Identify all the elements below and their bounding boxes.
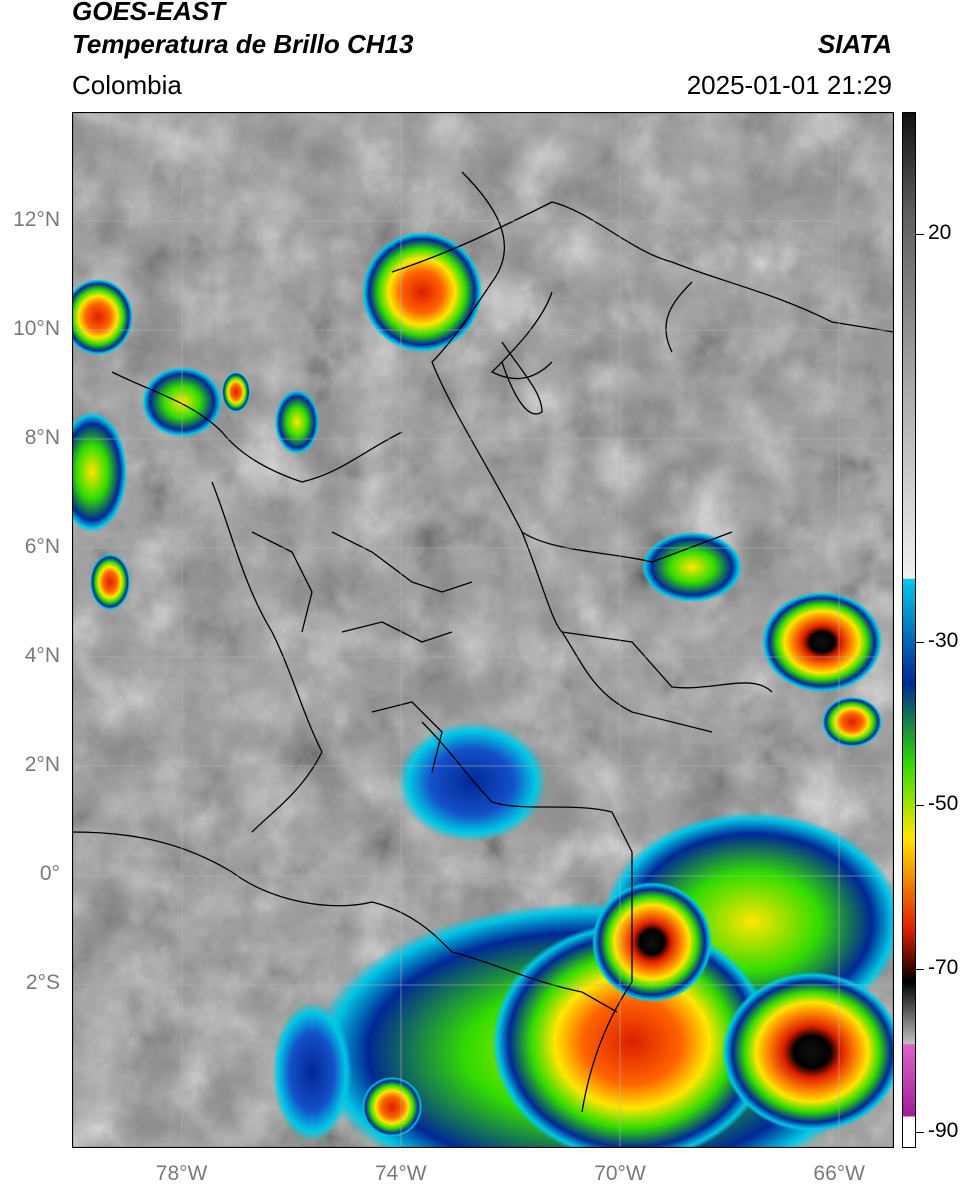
lat-label: 2°S (25, 971, 60, 995)
colorbar-tick (916, 805, 924, 807)
convective-storms (72, 232, 894, 1148)
source-label: SIATA (817, 29, 892, 59)
map-canvas (72, 112, 894, 1148)
colorbar-tick-label: -50 (928, 792, 959, 816)
colorbar-tick (916, 642, 924, 644)
lat-label: 6°N (24, 535, 60, 559)
satellite-map[interactable] (72, 112, 894, 1148)
colorbar-tick (916, 968, 924, 970)
lon-label: 74°W (375, 1162, 427, 1185)
lat-label: 10°N (13, 317, 60, 341)
colorbar-tick-label: -90 (928, 1118, 959, 1142)
lat-label: 12°N (13, 208, 60, 232)
lat-label: 0° (39, 862, 60, 886)
country-borders (72, 171, 894, 1113)
lon-label: 70°W (594, 1162, 646, 1185)
temperature-colorbar (902, 112, 916, 1148)
lat-label: 8°N (24, 426, 60, 450)
colorbar-tick (916, 234, 924, 236)
graticule (72, 112, 894, 1148)
colorbar-tick-label: 20 (928, 221, 952, 245)
lat-label: 4°N (24, 644, 60, 668)
satellite-title: GOES-EAST (72, 0, 226, 26)
colorbar-tick-label: -70 (928, 955, 959, 979)
lat-label: 2°N (24, 753, 60, 777)
lon-label: 78°W (155, 1162, 208, 1185)
colorbar-tick-label: -30 (928, 629, 959, 653)
map-frame (72, 112, 894, 1148)
timestamp-label: 2025-01-01 21:29 (686, 70, 892, 100)
region-label: Colombia (72, 70, 182, 100)
lon-label: 66°W (813, 1162, 865, 1185)
colorbar-tick (916, 1131, 924, 1133)
product-title: Temperatura de Brillo CH13 (72, 29, 414, 59)
